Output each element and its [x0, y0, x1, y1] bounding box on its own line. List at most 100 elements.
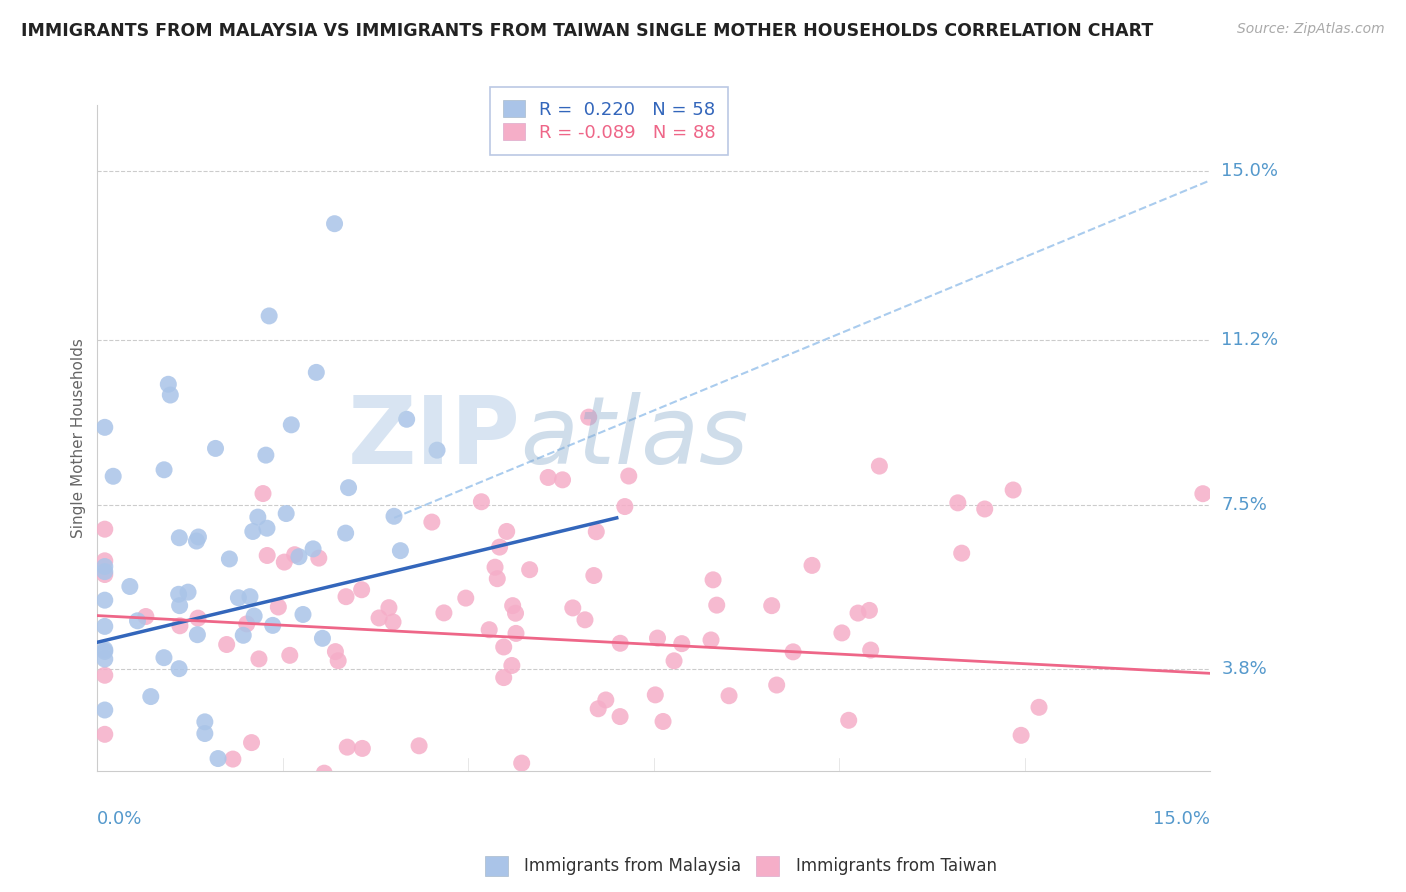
Point — [288, 549, 311, 564]
Point — [950, 546, 973, 560]
Point — [262, 618, 284, 632]
Text: Immigrants from Taiwan: Immigrants from Taiwan — [796, 857, 997, 875]
Point — [420, 515, 443, 529]
Point — [484, 560, 506, 574]
Text: 15.0%: 15.0% — [1222, 162, 1278, 180]
Point — [232, 628, 254, 642]
Point — [578, 410, 600, 425]
Point — [350, 582, 373, 597]
Point — [169, 599, 191, 613]
Point — [973, 502, 995, 516]
Point — [700, 632, 723, 647]
Point — [187, 530, 209, 544]
Point — [718, 689, 741, 703]
Point — [378, 600, 401, 615]
Point — [537, 470, 560, 484]
Point — [846, 606, 869, 620]
Point — [389, 543, 412, 558]
Text: Source: ZipAtlas.com: Source: ZipAtlas.com — [1237, 22, 1385, 37]
Point — [426, 443, 449, 458]
Point — [582, 568, 605, 582]
Point — [311, 632, 333, 646]
Point — [243, 609, 266, 624]
Point — [228, 591, 250, 605]
Point — [325, 645, 347, 659]
Point — [278, 648, 301, 663]
Point — [107, 808, 129, 822]
Point — [470, 495, 492, 509]
Point — [94, 554, 117, 568]
Point — [94, 593, 117, 607]
Point — [1192, 486, 1215, 500]
Point — [765, 678, 787, 692]
Point — [1002, 483, 1025, 497]
Text: ZIP: ZIP — [347, 392, 520, 484]
Point — [486, 572, 509, 586]
Point — [215, 638, 238, 652]
Point — [502, 599, 524, 613]
Point — [153, 463, 176, 477]
Point — [328, 654, 350, 668]
Point — [256, 549, 278, 563]
Point — [551, 473, 574, 487]
Point — [267, 599, 290, 614]
Point — [222, 752, 245, 766]
Point — [186, 628, 208, 642]
Y-axis label: Single Mother Households: Single Mother Households — [72, 338, 86, 538]
Point — [204, 442, 226, 456]
Point — [519, 563, 541, 577]
Point — [194, 714, 217, 729]
Point — [574, 613, 596, 627]
Point — [801, 558, 824, 573]
Point — [782, 645, 804, 659]
Point — [352, 741, 374, 756]
Text: atlas: atlas — [520, 392, 748, 483]
Point — [218, 552, 240, 566]
Point — [433, 606, 456, 620]
Point — [561, 601, 583, 615]
Point — [159, 388, 181, 402]
Point — [157, 377, 180, 392]
Point — [492, 671, 515, 685]
Point — [257, 309, 280, 323]
Point — [488, 540, 510, 554]
Point — [240, 736, 263, 750]
Point — [368, 611, 391, 625]
Point — [644, 688, 666, 702]
Point — [207, 751, 229, 765]
Point — [859, 643, 882, 657]
Point — [302, 541, 325, 556]
Point — [492, 640, 515, 654]
Point — [335, 526, 357, 541]
Point — [617, 469, 640, 483]
Point — [505, 626, 527, 640]
Point — [153, 650, 176, 665]
Point — [94, 559, 117, 574]
Point — [308, 551, 330, 566]
Point — [167, 662, 190, 676]
Point — [478, 623, 501, 637]
Point — [94, 567, 117, 582]
Point — [337, 481, 360, 495]
Point — [246, 510, 269, 524]
Point — [94, 644, 117, 658]
Point — [252, 486, 274, 500]
Point — [284, 548, 307, 562]
Point — [239, 590, 262, 604]
Point — [94, 668, 117, 682]
Point — [169, 619, 191, 633]
Text: IMMIGRANTS FROM MALAYSIA VS IMMIGRANTS FROM TAIWAN SINGLE MOTHER HOUSEHOLDS CORR: IMMIGRANTS FROM MALAYSIA VS IMMIGRANTS F… — [21, 22, 1153, 40]
Point — [314, 766, 336, 780]
Point — [702, 573, 724, 587]
Text: Immigrants from Malaysia: Immigrants from Malaysia — [524, 857, 741, 875]
Point — [254, 448, 277, 462]
Point — [946, 496, 969, 510]
Point — [94, 727, 117, 741]
Text: 15.0%: 15.0% — [1153, 810, 1211, 828]
Point — [652, 714, 675, 729]
Point — [103, 469, 125, 483]
Point — [94, 522, 117, 536]
Point — [689, 785, 711, 799]
Point — [647, 631, 669, 645]
Point — [1010, 728, 1032, 742]
